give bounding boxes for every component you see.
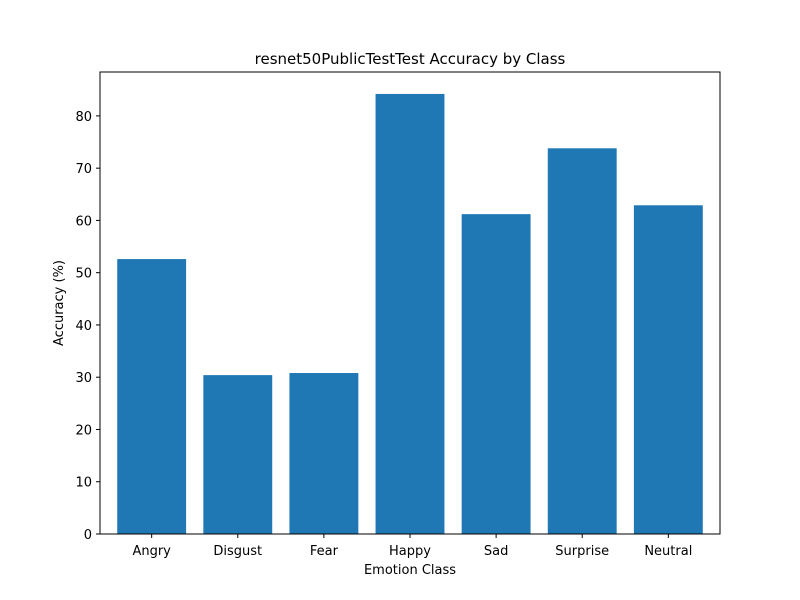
- y-tick-label: 70: [75, 162, 92, 177]
- x-axis-label: Emotion Class: [364, 563, 456, 578]
- x-tick-label: Neutral: [644, 544, 692, 559]
- x-tick-label: Fear: [310, 544, 339, 559]
- x-axis-ticks: Angry Disgust Fear Happy Sad Surprise Neutral: [132, 534, 692, 559]
- y-tick-label: 10: [75, 476, 92, 491]
- bar-fear: [289, 373, 359, 534]
- y-axis-label: Accuracy (%): [52, 260, 67, 346]
- chart-title: resnet50PublicTestTest Accuracy by Class: [255, 50, 566, 68]
- y-tick-label: 50: [75, 267, 92, 282]
- plot-frame: [99, 71, 721, 535]
- bars-group: [117, 93, 703, 534]
- bar-angry: [117, 259, 187, 534]
- y-tick-label: 0: [84, 528, 92, 543]
- bar-happy: [375, 93, 445, 534]
- x-tick-label: Happy: [389, 544, 431, 559]
- y-tick-label: 80: [75, 110, 92, 125]
- x-tick-label: Surprise: [555, 544, 609, 559]
- y-tick-label: 60: [75, 214, 92, 229]
- x-tick-label: Sad: [484, 544, 508, 559]
- bar-neutral: [633, 205, 703, 534]
- y-tick-label: 20: [75, 423, 92, 438]
- x-tick-label: Angry: [132, 544, 171, 559]
- y-tick-label: 40: [75, 319, 92, 334]
- y-tick-label: 30: [75, 371, 92, 386]
- bar-surprise: [547, 148, 617, 534]
- x-tick-label: Disgust: [213, 544, 262, 559]
- bar-disgust: [203, 375, 273, 534]
- y-axis-ticks: 0 10 20 30 40 50 60 70 80: [75, 110, 100, 543]
- bar-sad: [461, 214, 531, 534]
